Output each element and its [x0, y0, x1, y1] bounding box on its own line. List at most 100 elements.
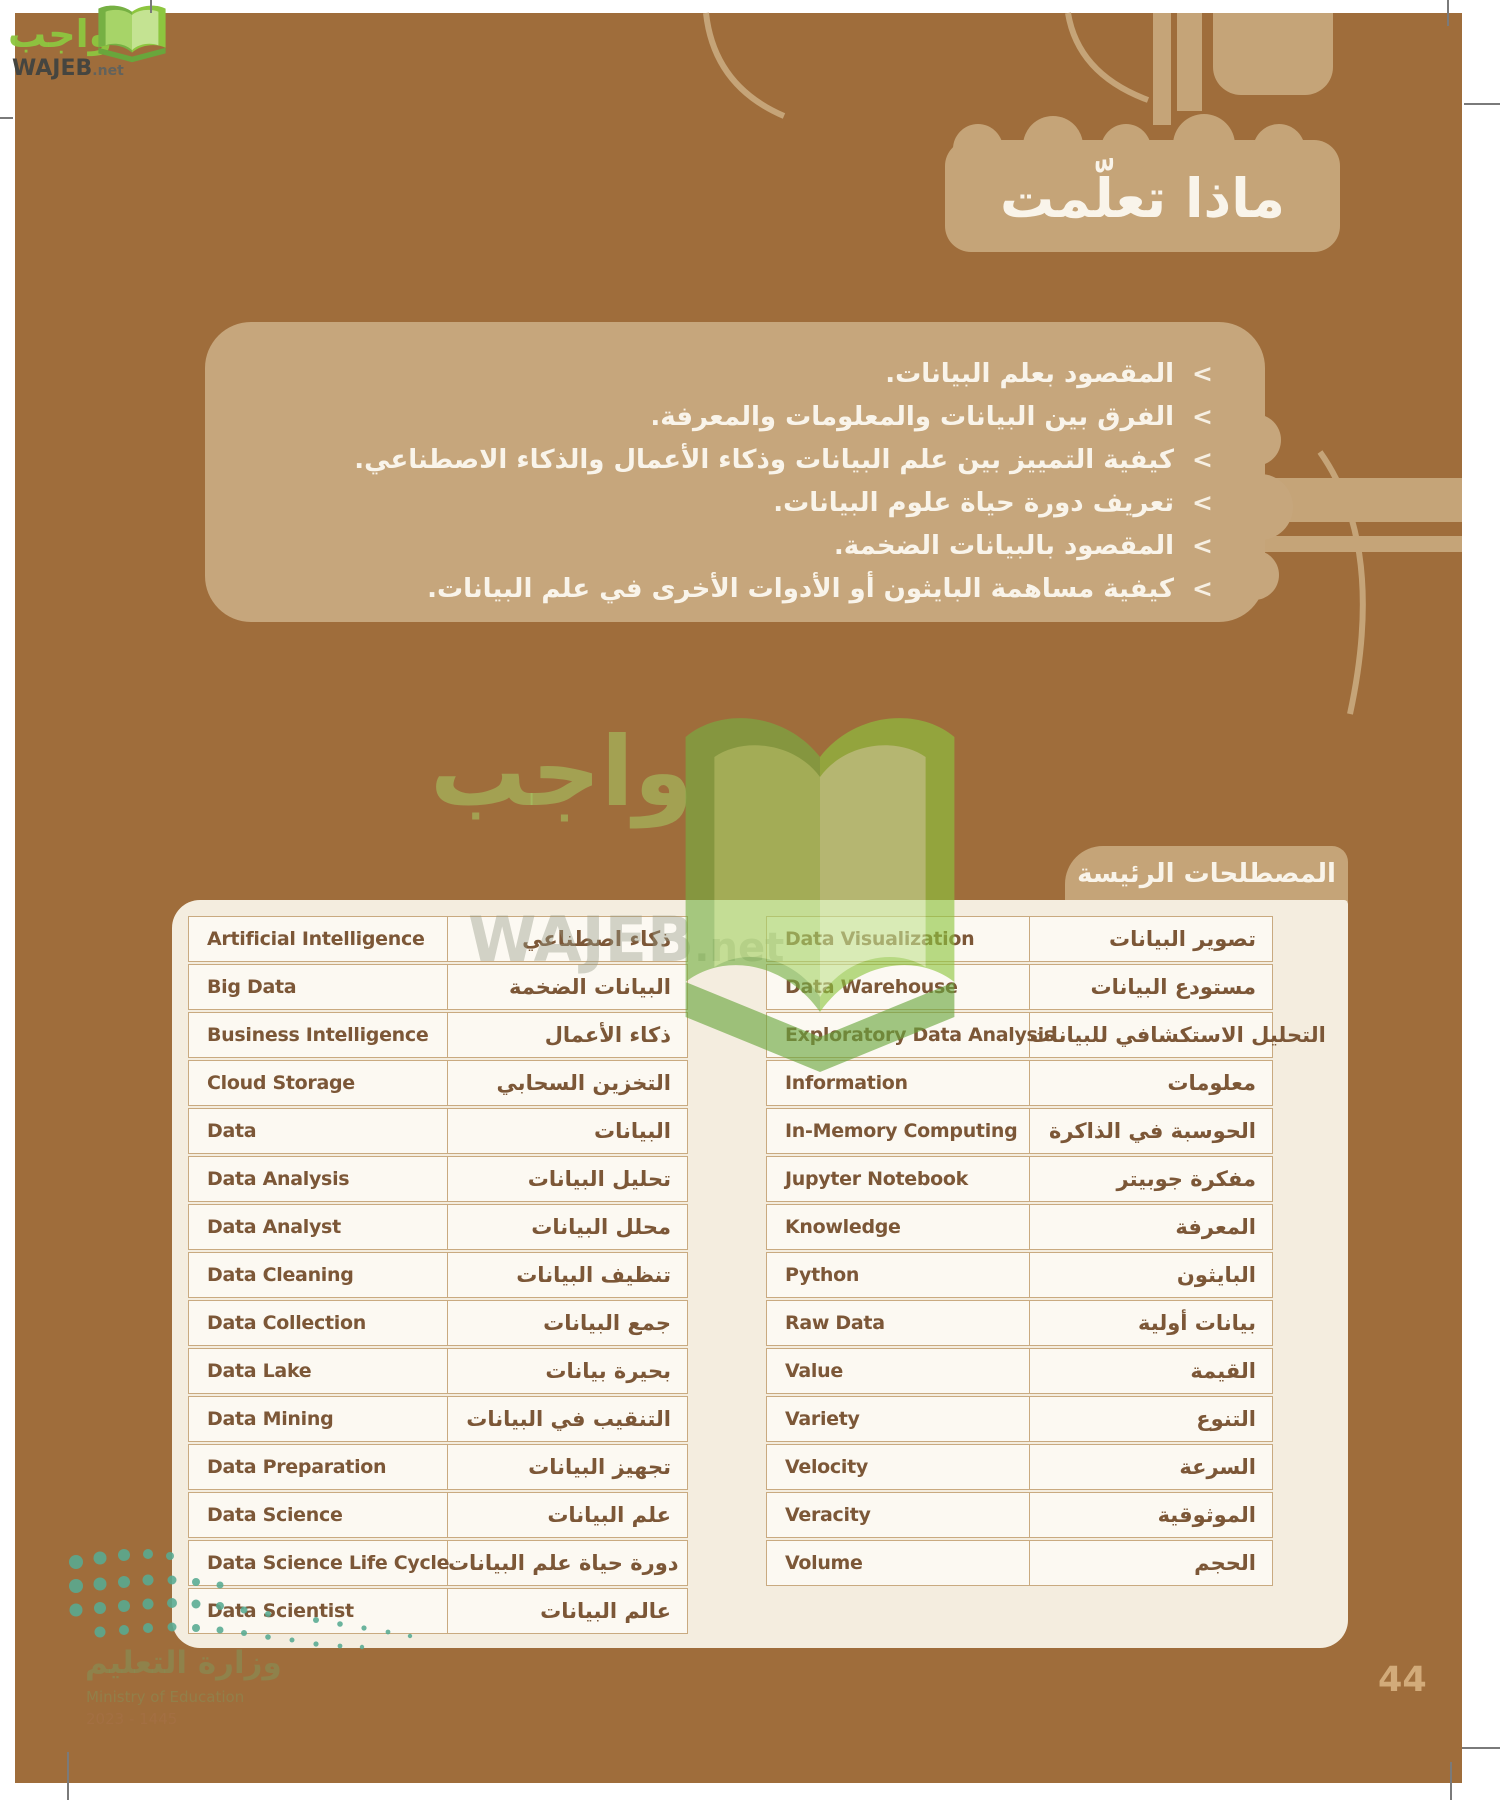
term-arabic: جمع البيانات — [543, 1311, 671, 1335]
key-terms-badge: المصطلحات الرئيسة — [1065, 846, 1348, 902]
term-arabic: البيانات الضخمة — [508, 975, 671, 999]
table-row: Data Science علم البيانات — [188, 1492, 688, 1538]
table-row: Exploratory Data Analysis التحليل الاستك… — [766, 1012, 1326, 1058]
table-row: Business Intelligence ذكاء الأعمال — [188, 1012, 688, 1058]
objective-text: تعريف دورة حياة علوم البيانات. — [773, 487, 1175, 518]
table-row: Data Analysis تحليل البيانات — [188, 1156, 688, 1202]
term-arabic: تجهيز البيانات — [528, 1455, 671, 1479]
term-arabic: التنوع — [1196, 1407, 1256, 1431]
term-english: Data Analyst — [189, 1205, 448, 1249]
crop-mark — [0, 117, 13, 119]
term-english: Big Data — [189, 965, 448, 1009]
chevron-bullet-icon: < — [1192, 359, 1213, 388]
term-arabic: السرعة — [1179, 1455, 1256, 1479]
pipe-decoration — [1153, 13, 1171, 125]
pipe-decoration — [1177, 13, 1202, 111]
cloud-bump-decoration — [1023, 116, 1083, 176]
term-arabic: البايثون — [1176, 1263, 1256, 1287]
table-row: Data Visualization تصوير البيانات — [766, 916, 1273, 962]
chevron-bullet-icon: < — [1192, 488, 1213, 517]
term-english: Data Science — [189, 1493, 448, 1537]
term-arabic: محلل البيانات — [531, 1215, 671, 1239]
term-english: Data Cleaning — [189, 1253, 448, 1297]
term-arabic: ذكاء الأعمال — [544, 1023, 671, 1047]
term-arabic: التحليل الاستكشافي للبيانات — [1029, 1023, 1326, 1047]
term-arabic: عالم البيانات — [540, 1599, 671, 1623]
table-row: Data Lake بحيرة بيانات — [188, 1348, 688, 1394]
crop-mark — [67, 1752, 69, 1800]
term-english: Python — [767, 1253, 1030, 1297]
cloud-bump-decoration — [1253, 124, 1305, 176]
term-english: Artificial Intelligence — [189, 917, 448, 961]
crop-mark — [1447, 0, 1449, 26]
chevron-bullet-icon: < — [1192, 574, 1213, 603]
chevron-bullet-icon: < — [1192, 531, 1213, 560]
table-row: Data Mining التنقيب في البيانات — [188, 1396, 688, 1442]
crop-mark — [1450, 1762, 1452, 1800]
table-row: Data Collection جمع البيانات — [188, 1300, 688, 1346]
term-arabic: مستودع البيانات — [1090, 975, 1256, 999]
term-english: Jupyter Notebook — [767, 1157, 1030, 1201]
plug-bar-decoration — [1258, 536, 1462, 552]
table-row: Data Science Life Cycle دورة حياة علم ال… — [188, 1540, 688, 1586]
term-arabic: الحوسبة في الذاكرة — [1048, 1119, 1256, 1143]
objectives-list: < المقصود بعلم البيانات. < الفرق بين الب… — [205, 322, 1265, 622]
table-row: Data Analyst محلل البيانات — [188, 1204, 688, 1250]
terms-table-left: Artificial Intelligence ذكاء اصطناعي Big… — [188, 916, 688, 1636]
objective-item: < المقصود بعلم البيانات. — [245, 352, 1213, 395]
term-arabic: بيانات أولية — [1138, 1311, 1256, 1335]
objectives-box: < المقصود بعلم البيانات. < الفرق بين الب… — [205, 322, 1293, 622]
page-number: 44 — [1378, 1660, 1427, 1700]
term-english: Raw Data — [767, 1301, 1030, 1345]
table-row: Variety التنوع — [766, 1396, 1273, 1442]
term-english: Data Science Life Cycle — [189, 1541, 450, 1585]
term-english: Variety — [767, 1397, 1030, 1441]
crop-mark — [1464, 103, 1500, 105]
term-english: Information — [767, 1061, 1030, 1105]
term-english: Velocity — [767, 1445, 1030, 1489]
table-row: Data Preparation تجهيز البيانات — [188, 1444, 688, 1490]
term-arabic: تصوير البيانات — [1109, 927, 1256, 951]
title-banner: ماذا تعلّمت — [945, 114, 1340, 252]
term-english: Value — [767, 1349, 1030, 1393]
table-row: Velocity السرعة — [766, 1444, 1273, 1490]
objective-item: < كيفية مساهمة البايثون أو الأدوات الأخر… — [245, 567, 1213, 610]
term-arabic: مفكرة جوبيتر — [1116, 1167, 1257, 1191]
table-row: Artificial Intelligence ذكاء اصطناعي — [188, 916, 688, 962]
table-row: Data Warehouse مستودع البيانات — [766, 964, 1273, 1010]
terms-table-right: Data Visualization تصوير البيانات Data W… — [766, 916, 1326, 1588]
table-row: Veracity الموثوقية — [766, 1492, 1273, 1538]
term-arabic: القيمة — [1190, 1359, 1256, 1383]
term-english: Data Scientist — [189, 1589, 448, 1633]
term-english: Data Visualization — [767, 917, 1030, 961]
cloud-bump-decoration — [1101, 124, 1151, 174]
term-english: Data Warehouse — [767, 965, 1030, 1009]
term-arabic: المعرفة — [1175, 1215, 1256, 1239]
term-arabic: معلومات — [1167, 1071, 1256, 1095]
table-row: Cloud Storage التخزين السحابي — [188, 1060, 688, 1106]
term-arabic: التنقيب في البيانات — [466, 1407, 671, 1431]
table-row: In-Memory Computing الحوسبة في الذاكرة — [766, 1108, 1273, 1154]
ministry-name-arabic: وزارة التعليم — [85, 1645, 282, 1681]
term-arabic: التخزين السحابي — [496, 1071, 671, 1095]
table-row: Data Scientist عالم البيانات — [188, 1588, 688, 1634]
table-row: Value القيمة — [766, 1348, 1273, 1394]
table-row: Python البايثون — [766, 1252, 1273, 1298]
page-title: ماذا تعلّمت — [1000, 167, 1285, 230]
term-english: Data Lake — [189, 1349, 448, 1393]
cloud-bump-decoration — [1229, 414, 1281, 466]
table-row: Volume الحجم — [766, 1540, 1273, 1586]
chevron-bullet-icon: < — [1192, 445, 1213, 474]
term-english: Veracity — [767, 1493, 1030, 1537]
objective-item: < تعريف دورة حياة علوم البيانات. — [245, 481, 1213, 524]
objective-text: المقصود بالبيانات الضخمة. — [833, 530, 1175, 561]
term-english: Exploratory Data Analysis — [767, 1013, 1055, 1057]
term-english: Data — [189, 1109, 448, 1153]
table-row: Information معلومات — [766, 1060, 1273, 1106]
term-english: Data Collection — [189, 1301, 448, 1345]
table-row: Data البيانات — [188, 1108, 688, 1154]
term-arabic: الحجم — [1194, 1551, 1256, 1575]
chevron-bullet-icon: < — [1192, 402, 1213, 431]
term-english: Cloud Storage — [189, 1061, 448, 1105]
